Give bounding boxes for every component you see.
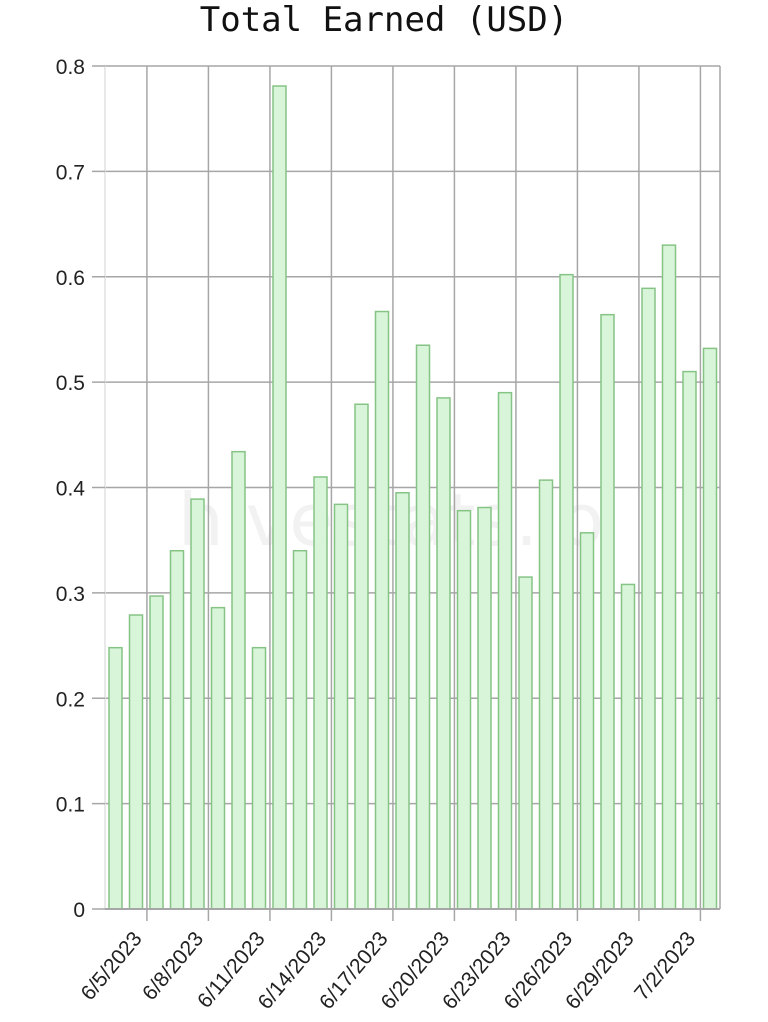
y-tick-label: 0 [73, 899, 85, 922]
bar [456, 509, 472, 910]
grid-lines [105, 65, 720, 910]
bar [477, 506, 492, 910]
bar [661, 244, 677, 910]
y-tick-label: 0.4 [56, 478, 86, 501]
x-axis-ticks: 6/5/20236/8/20236/11/20236/14/20236/17/2… [77, 909, 702, 1014]
bar [600, 313, 615, 910]
bar [374, 310, 390, 910]
x-tick-label: 6/5/2023 [77, 927, 147, 1004]
bar [436, 397, 451, 910]
bar [415, 344, 431, 910]
y-tick-label: 0.5 [56, 372, 85, 395]
bar [682, 370, 697, 910]
y-tick-label: 0.8 [56, 56, 85, 79]
bar [169, 549, 185, 910]
y-axis-ticks: 0 0.1 0.2 0.3 0.4 0.5 0.6 0.7 0.8 [56, 56, 105, 922]
y-tick-label: 0.7 [56, 161, 85, 184]
bar [190, 498, 205, 910]
bar [559, 273, 574, 910]
bar [702, 347, 718, 910]
bar [579, 532, 595, 910]
bar [272, 85, 287, 910]
bar [210, 606, 226, 910]
bar [313, 476, 328, 910]
y-tick-label: 0.2 [56, 688, 85, 711]
bar [497, 391, 513, 910]
bar [333, 503, 349, 910]
bar [128, 614, 144, 910]
bar [354, 403, 369, 910]
bar [231, 450, 246, 910]
bar [292, 549, 308, 910]
bar [518, 576, 533, 910]
y-tick-label: 0.3 [56, 583, 85, 606]
bar [395, 492, 410, 910]
bar [149, 595, 164, 910]
bar [641, 287, 656, 910]
y-tick-label: 0.6 [56, 267, 85, 290]
bar [251, 646, 267, 910]
chart-title: Total Earned (USD) [199, 0, 569, 40]
y-tick-label: 0.1 [56, 794, 85, 817]
x-tick-label: 7/2/2023 [630, 927, 700, 1004]
bar [620, 583, 636, 910]
bars [108, 85, 718, 910]
bar [538, 479, 554, 910]
bar [108, 646, 123, 910]
